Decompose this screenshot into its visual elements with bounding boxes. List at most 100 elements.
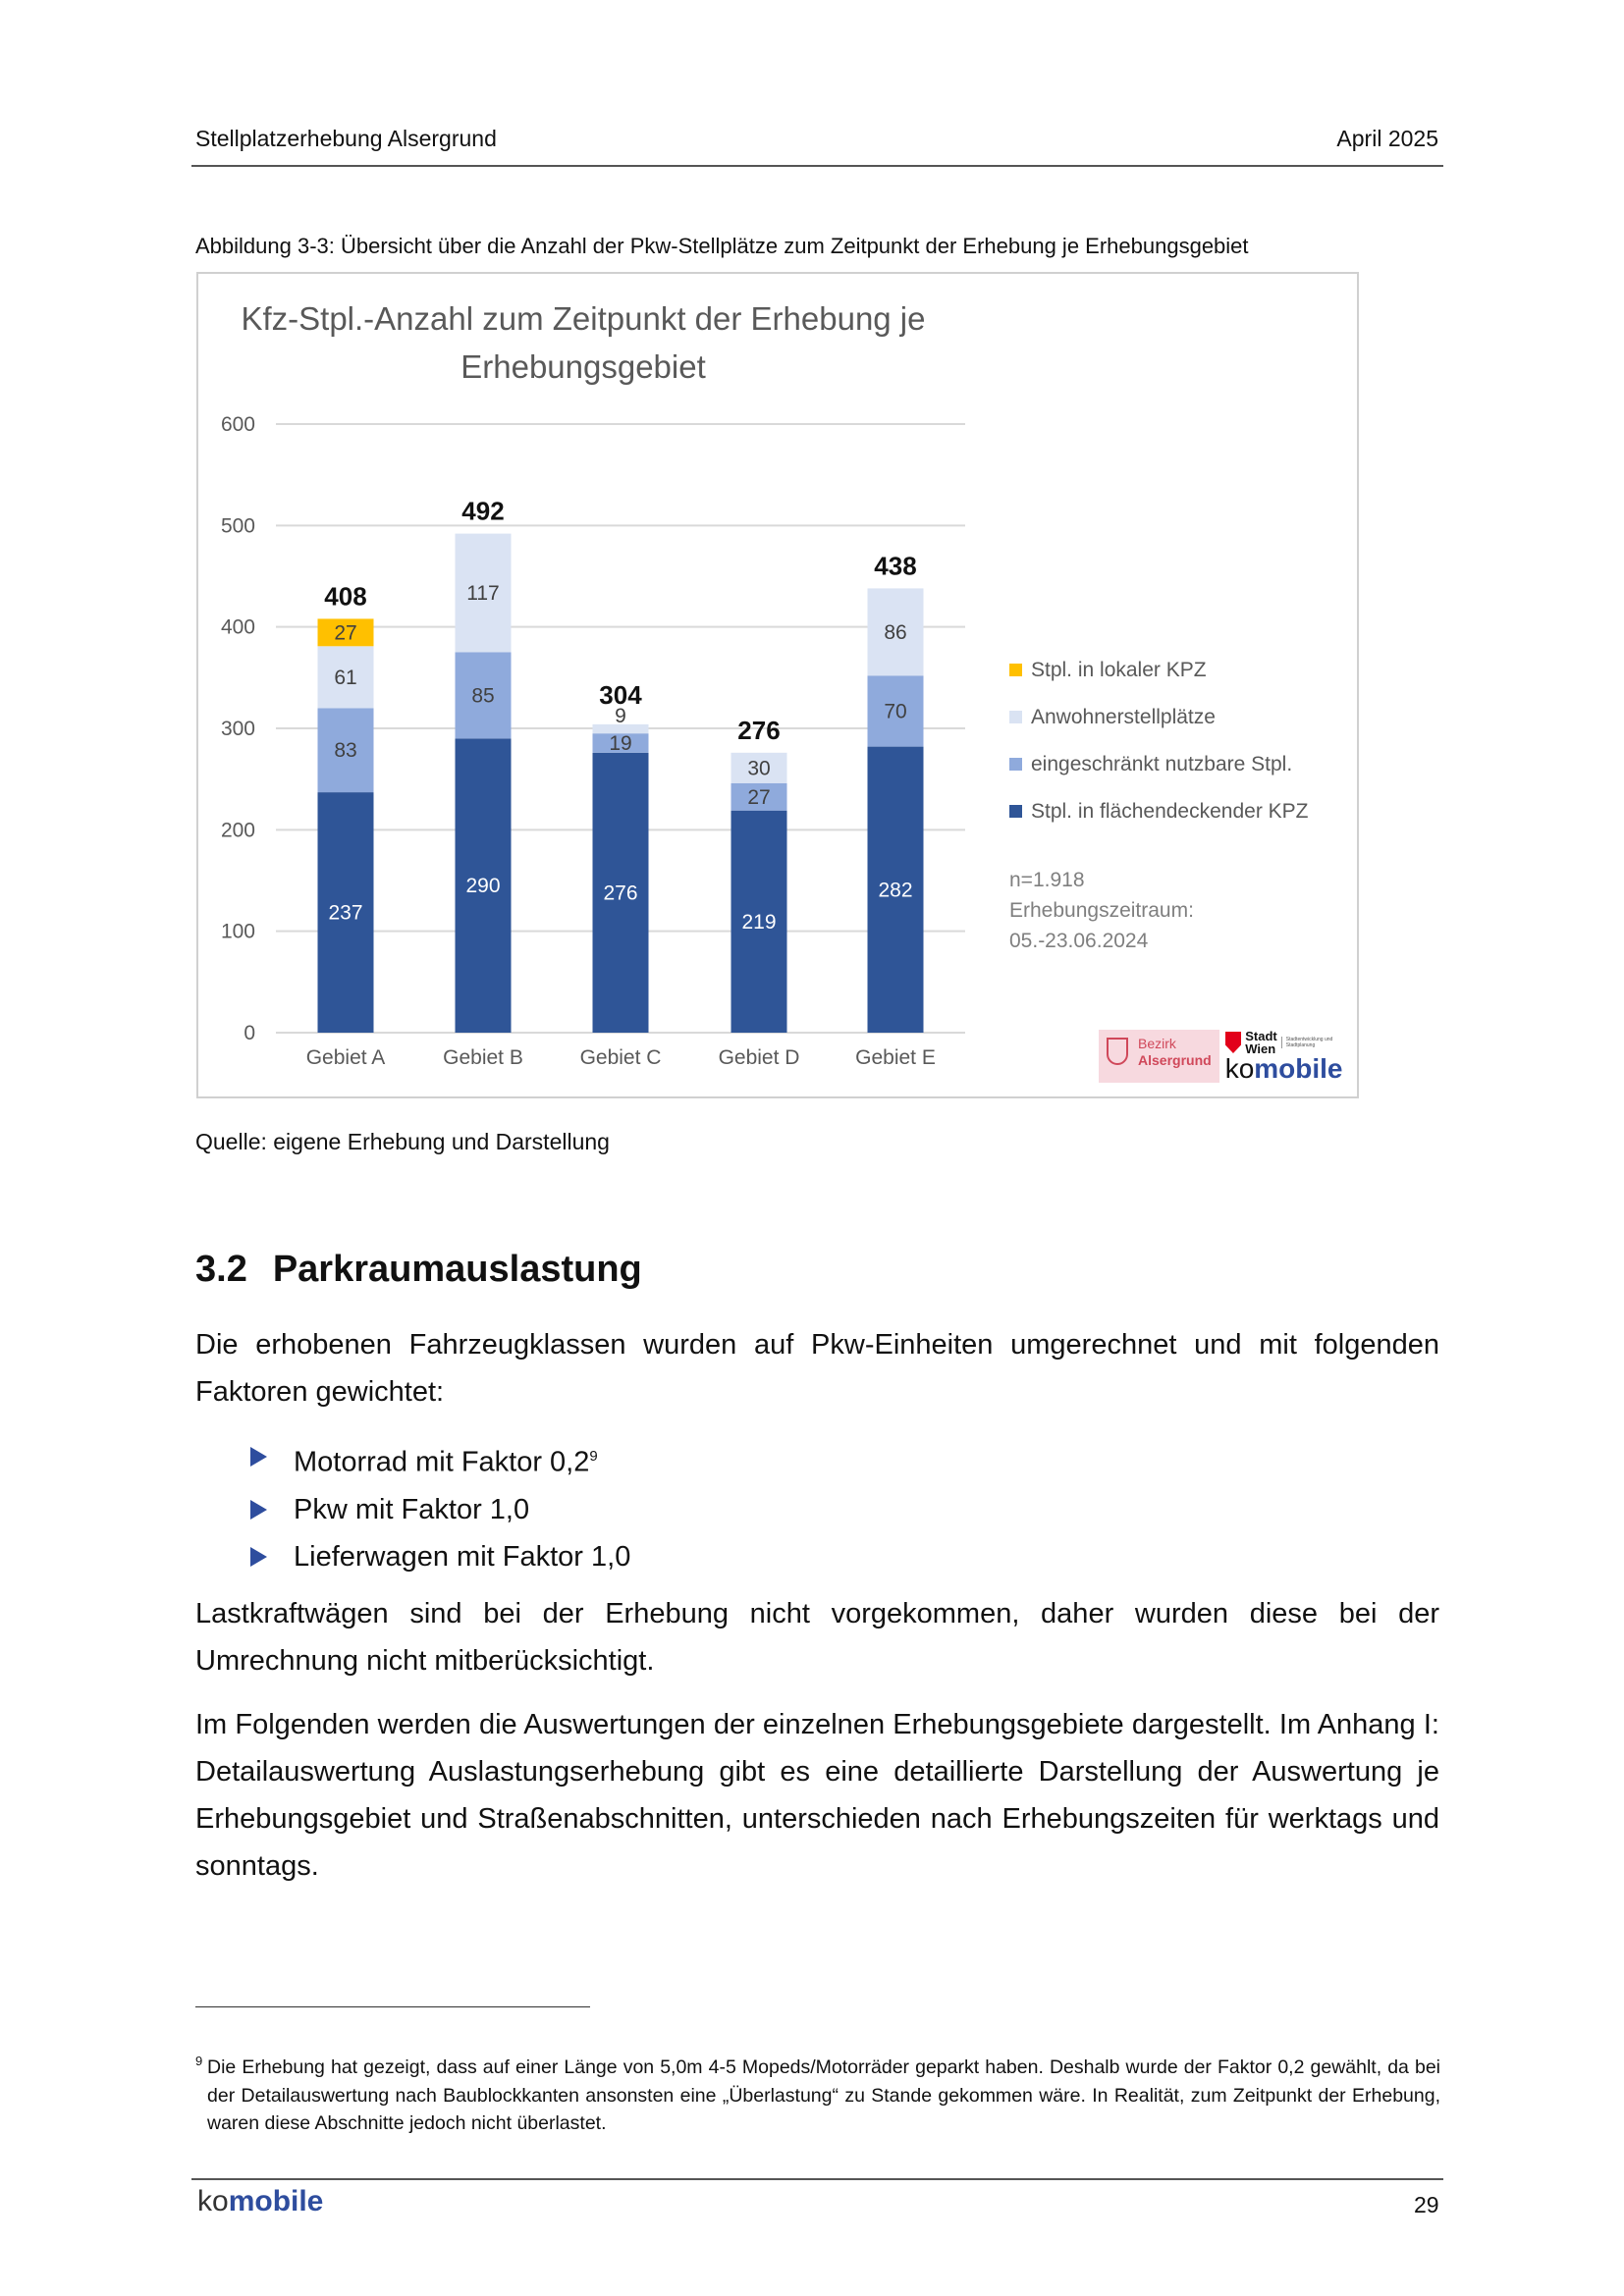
stadt-sub: Stadtentwicklung und Stadtplanung: [1280, 1037, 1357, 1048]
legend-swatch: [1009, 758, 1022, 771]
bar-segment: [592, 752, 649, 1033]
komobile-ko: ko: [1224, 1053, 1255, 1084]
bar-segment: [731, 752, 787, 783]
wien-komobile-logos: Stadt Wien Stadtentwicklung und Stadtplan…: [1224, 1029, 1357, 1083]
paragraph-2: Lastkraftwägen sind bei der Erhebung nic…: [195, 1598, 1439, 1677]
footnote-number: 9: [195, 2054, 203, 2068]
footnote-ref[interactable]: 9: [589, 1448, 598, 1465]
legend-label: Stpl. in lokaler KPZ: [1031, 659, 1207, 681]
bar-segment: [317, 618, 374, 647]
bar-segment: [455, 533, 512, 653]
stadt-line2: Wien: [1245, 1041, 1276, 1056]
footer-rule: [191, 2178, 1443, 2180]
data-label: 30: [747, 757, 770, 779]
y-tick-label: 400: [221, 616, 255, 639]
bezirk-line1: Bezirk: [1138, 1036, 1176, 1051]
figure-caption: Abbildung 3-3: Übersicht über die Anzahl…: [195, 234, 1249, 258]
crest-icon: [1107, 1038, 1128, 1065]
legend-swatch: [1009, 711, 1022, 723]
x-tick-label: Gebiet B: [443, 1046, 523, 1069]
data-label: 83: [334, 739, 356, 762]
data-label: 282: [878, 879, 912, 901]
chart-note: 05.-23.06.2024: [1009, 930, 1149, 952]
stadt-line1: Stadt: [1245, 1029, 1277, 1043]
data-label: 9: [615, 705, 626, 727]
legend-label: Stpl. in flächendeckender KPZ: [1031, 800, 1309, 823]
data-label: 85: [471, 684, 494, 707]
section-number: 3.2: [195, 1249, 247, 1290]
data-label: 237: [328, 902, 362, 925]
legend-label: eingeschränkt nutzbare Stpl.: [1031, 753, 1292, 775]
data-label: 70: [884, 700, 906, 722]
data-label: 86: [884, 621, 906, 644]
figure-source: Quelle: eigene Erhebung und Darstellung: [195, 1129, 610, 1154]
factor-list: Motorrad mit Faktor 0,29 Pkw mit Faktor …: [250, 1433, 630, 1580]
legend-swatch: [1009, 805, 1022, 818]
bar-segment: [317, 646, 374, 709]
bar-segment: [317, 792, 374, 1033]
y-tick-label: 600: [221, 413, 255, 436]
stacked-bar-chart: Kfz-Stpl.-Anzahl zum Zeitpunkt der Erheb…: [221, 300, 1309, 1069]
bar-segment: [317, 708, 374, 793]
total-label: 438: [874, 551, 916, 580]
bar-segment: [867, 746, 924, 1033]
chart-note: Erhebungszeitraum:: [1009, 899, 1194, 922]
data-label: 117: [466, 582, 499, 605]
chart-title: Kfz-Stpl.-Anzahl zum Zeitpunkt der Erheb…: [241, 300, 925, 337]
stadt-wien-logo: Stadt Wien Stadtentwicklung und Stadtplan…: [1224, 1029, 1357, 1056]
data-label: 61: [334, 667, 356, 689]
list-item: Lieferwagen mit Faktor 1,0: [250, 1533, 630, 1580]
x-tick-label: Gebiet A: [306, 1046, 386, 1069]
bar-segment: [731, 810, 787, 1033]
chart-note: n=1.918: [1009, 869, 1085, 891]
footer-komobile-logo: komobile: [197, 2185, 323, 2218]
footnote: 9 Die Erhebung hat gezeigt, dass auf eine…: [195, 2054, 1440, 2138]
page-number: 29: [1414, 2192, 1439, 2217]
data-label: 290: [465, 875, 500, 897]
data-label: 276: [603, 881, 637, 904]
list-item-text: Pkw mit Faktor 1,0: [294, 1493, 530, 1525]
chart-title: Erhebungsgebiet: [460, 348, 706, 385]
section-heading: 3.2 Parkraumauslastung: [195, 1249, 642, 1291]
bezirk-alsergrund-logo: Bezirk Alsergrund: [1099, 1030, 1219, 1083]
bar-segment: [455, 738, 512, 1033]
data-label: 19: [609, 732, 631, 755]
footnote-rule: [195, 2006, 590, 2007]
chart-container: Kfz-Stpl.-Anzahl zum Zeitpunkt der Erheb…: [196, 272, 1359, 1098]
y-tick-label: 200: [221, 819, 255, 841]
bar-segment: [592, 723, 649, 734]
legend-label: Anwohnerstellplätze: [1031, 706, 1216, 728]
header-title: Stellplatzerhebung Alsergrund: [195, 126, 497, 151]
bar-segment: [455, 652, 512, 739]
bar-segment: [867, 588, 924, 676]
paragraph-3: Im Folgenden werden die Auswertungen der…: [195, 1709, 1439, 1882]
y-tick-label: 100: [221, 921, 255, 943]
triangle-bullet-icon: [250, 1546, 267, 1567]
total-label: 276: [737, 716, 780, 745]
bezirk-line2: Alsergrund: [1138, 1052, 1212, 1068]
intro-paragraph: Die erhobenen Fahrzeugklassen wurden auf…: [195, 1329, 1439, 1408]
data-label: 27: [334, 621, 356, 644]
list-item-text: Lieferwagen mit Faktor 1,0: [294, 1540, 631, 1573]
komobile-logo: komobile: [1225, 1055, 1357, 1083]
triangle-bullet-icon: [250, 1447, 267, 1467]
header-rule: [191, 165, 1443, 167]
logos: Bezirk Alsergrund Stadt Wien Stadtentwick…: [1099, 1030, 1357, 1083]
x-tick-label: Gebiet E: [855, 1046, 936, 1069]
footnote-text: Die Erhebung hat gezeigt, dass auf einer…: [207, 2056, 1440, 2134]
y-tick-label: 300: [221, 718, 255, 740]
data-label: 27: [747, 786, 770, 809]
legend-swatch: [1009, 664, 1022, 676]
bar-segment: [867, 675, 924, 747]
footer-logo-mobile: mobile: [228, 2185, 324, 2217]
list-item: Motorrad mit Faktor 0,29: [250, 1433, 630, 1486]
wien-shield-icon: [1224, 1032, 1242, 1053]
data-label: 219: [741, 911, 776, 934]
komobile-mobile: mobile: [1254, 1053, 1343, 1084]
x-tick-label: Gebiet C: [580, 1046, 662, 1069]
triangle-bullet-icon: [250, 1499, 267, 1520]
section-title: Parkraumauslastung: [272, 1249, 642, 1290]
x-tick-label: Gebiet D: [719, 1046, 800, 1069]
total-label: 408: [324, 581, 366, 611]
